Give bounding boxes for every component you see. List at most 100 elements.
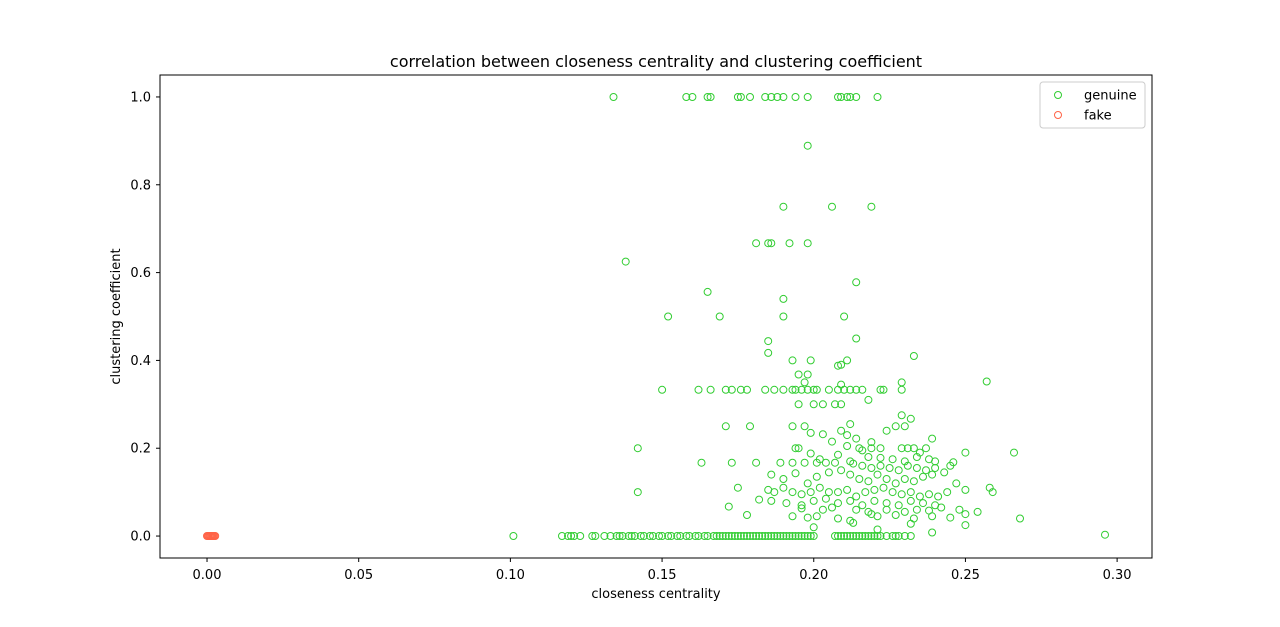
point-genuine-288 (755, 532, 764, 540)
point-genuine-93 (806, 428, 815, 437)
point-genuine-161 (900, 475, 909, 483)
point-genuine-257 (636, 532, 645, 540)
x-tick-label-4: 0.20 (799, 568, 828, 583)
point-genuine-273 (709, 532, 718, 540)
point-genuine-86 (746, 422, 754, 431)
point-genuine-90 (891, 422, 900, 431)
point-genuine-67 (812, 385, 821, 394)
point-genuine-111 (909, 444, 918, 453)
point-genuine-212 (852, 505, 861, 514)
point-genuine-205 (906, 496, 915, 505)
point-genuine-202 (870, 496, 879, 505)
point-genuine-256 (630, 532, 639, 540)
point-genuine-302 (797, 532, 806, 540)
point-genuine-29 (621, 257, 630, 266)
point-genuine-2 (688, 93, 697, 101)
point-genuine-106 (858, 446, 867, 455)
point-genuine-127 (697, 458, 706, 467)
point-genuine-38 (764, 337, 773, 346)
x-tick-label-5: 0.25 (951, 568, 980, 583)
point-genuine-27 (785, 239, 794, 248)
point-genuine-310 (840, 532, 849, 540)
point-genuine-16 (843, 93, 852, 101)
point-genuine-197 (809, 496, 818, 505)
point-genuine-223 (803, 513, 812, 522)
point-genuine-118 (834, 450, 842, 459)
point-genuine-64 (797, 385, 806, 394)
point-genuine-292 (767, 532, 776, 540)
point-genuine-191 (988, 488, 997, 497)
point-genuine-204 (894, 501, 903, 510)
point-genuine-128 (727, 458, 736, 467)
point-genuine-47 (803, 370, 812, 379)
point-genuine-242 (558, 532, 566, 540)
point-genuine-115 (1010, 448, 1018, 457)
point-genuine-311 (843, 532, 852, 540)
points-layer (203, 93, 1109, 540)
point-genuine-65 (803, 385, 812, 394)
point-genuine-132 (800, 458, 809, 467)
point-genuine-36 (840, 312, 849, 321)
point-genuine-143 (912, 464, 921, 472)
point-genuine-149 (779, 475, 788, 483)
point-genuine-263 (664, 532, 673, 540)
x-tick-label-6: 0.30 (1103, 568, 1132, 583)
point-genuine-55 (721, 385, 730, 394)
point-genuine-24 (752, 239, 761, 248)
point-genuine-56 (727, 385, 736, 394)
point-genuine-321 (873, 532, 882, 540)
point-genuine-171 (788, 488, 797, 497)
point-genuine-46 (794, 370, 803, 379)
point-genuine-136 (849, 459, 858, 468)
point-genuine-84 (906, 414, 915, 423)
point-genuine-120 (864, 453, 873, 461)
point-genuine-271 (700, 532, 709, 540)
point-genuine-97 (852, 434, 861, 443)
point-genuine-255 (627, 532, 636, 540)
point-genuine-71 (846, 385, 855, 394)
point-genuine-296 (779, 532, 788, 540)
point-genuine-281 (733, 532, 742, 540)
point-genuine-272 (703, 532, 712, 540)
point-genuine-274 (712, 532, 721, 540)
point-genuine-26 (767, 239, 776, 248)
point-genuine-72 (852, 385, 861, 394)
point-fake-9 (211, 532, 220, 540)
point-genuine-66 (809, 385, 818, 394)
point-genuine-43 (843, 356, 852, 365)
point-genuine-88 (800, 422, 809, 431)
point-genuine-85 (721, 422, 730, 431)
y-axis-label: clustering coefficient (109, 248, 124, 384)
point-genuine-94 (818, 430, 827, 439)
point-genuine-170 (779, 483, 788, 492)
point-genuine-299 (788, 532, 797, 540)
point-genuine-221 (743, 511, 751, 519)
point-genuine-48 (800, 378, 809, 387)
point-genuine-259 (645, 532, 654, 540)
point-genuine-181 (879, 483, 888, 492)
point-genuine-163 (919, 472, 927, 481)
point-genuine-312 (846, 532, 855, 540)
point-genuine-92 (882, 426, 891, 435)
point-genuine-122 (888, 455, 897, 464)
point-genuine-179 (861, 488, 870, 497)
point-genuine-282 (736, 532, 745, 540)
point-genuine-293 (770, 532, 779, 540)
point-genuine-209 (797, 504, 806, 513)
point-genuine-51 (837, 380, 846, 389)
point-genuine-235 (961, 521, 970, 530)
point-genuine-153 (824, 468, 833, 477)
x-axis: 0.00 0.05 0.10 0.15 0.20 0.25 0.30 (193, 558, 1132, 583)
point-genuine-222 (788, 512, 797, 521)
point-genuine-314 (852, 532, 861, 540)
point-genuine-266 (676, 532, 685, 540)
point-genuine-151 (803, 479, 812, 488)
point-genuine-322 (876, 532, 885, 540)
point-genuine-30 (852, 278, 861, 287)
point-genuine-105 (794, 444, 803, 453)
point-genuine-200 (846, 496, 855, 505)
point-genuine-300 (791, 532, 800, 540)
point-genuine-305 (806, 532, 815, 540)
point-genuine-260 (649, 532, 657, 540)
